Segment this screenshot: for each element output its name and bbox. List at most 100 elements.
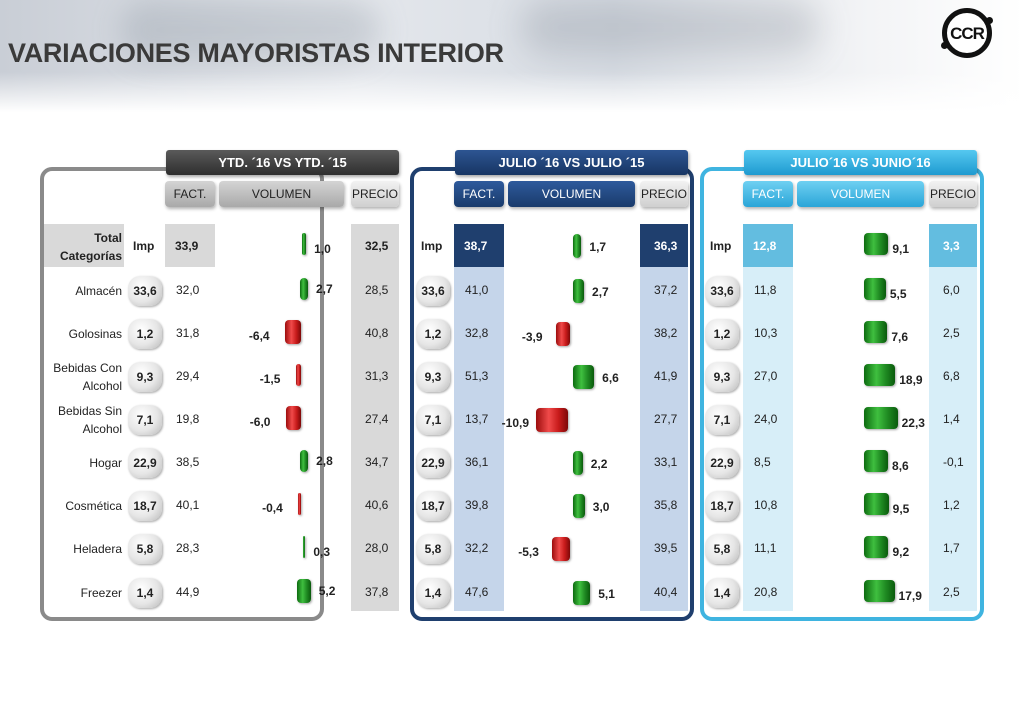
volumen-bar (864, 493, 889, 515)
precio-value: 31,3 (365, 369, 389, 383)
volumen-bar (573, 279, 585, 303)
total-precio-value: 3,3 (943, 239, 960, 253)
category-label: Heladera (73, 542, 122, 556)
volumen-bar (552, 537, 570, 561)
volumen-bar (573, 451, 583, 475)
precio-value: 28,5 (365, 283, 389, 297)
volumen-bar (864, 536, 889, 558)
fact-value: 19,8 (176, 412, 200, 426)
volumen-label: 9,1 (892, 242, 910, 256)
precio-value: 35,8 (654, 498, 678, 512)
category-label: Hogar (89, 456, 122, 470)
volumen-bar (297, 579, 311, 603)
fact-value: 29,4 (176, 369, 200, 383)
imp-badge: 9,3 (705, 362, 739, 392)
imp-badge: 22,9 (705, 448, 739, 478)
precio-value: 1,2 (943, 498, 960, 512)
volumen-label: 9,5 (892, 502, 910, 516)
volumen-label: 9,2 (892, 545, 910, 559)
imp-badge: 5,8 (705, 534, 739, 564)
volumen-label: 0,3 (313, 545, 331, 559)
volumen-label: 7,6 (891, 330, 908, 344)
precio-value: 41,9 (654, 369, 678, 383)
imp-badge: 1,4 (705, 578, 739, 608)
volumen-label: 1,7 (589, 240, 607, 254)
header-banner (0, 0, 1024, 112)
volumen-label: 3,0 (592, 500, 610, 514)
volumen-bar (298, 492, 301, 516)
volumen-label: -3,9 (521, 330, 543, 344)
column-header-volumen: VOLUMEN (219, 181, 344, 207)
imp-badge: 33,6 (416, 276, 450, 306)
fact-column-band (743, 224, 793, 611)
precio-value: 33,1 (654, 455, 678, 469)
fact-value: 39,8 (465, 498, 489, 512)
volumen-bar (864, 407, 898, 429)
column-header-precio: PRECIO (640, 181, 688, 207)
category-label: Freezer (80, 586, 122, 600)
precio-value: 6,0 (943, 283, 960, 297)
fact-value: 40,1 (176, 498, 200, 512)
panel-title: YTD. ´16 VS YTD. ´15 (166, 150, 399, 175)
fact-value: 11,8 (754, 283, 777, 297)
volumen-label: 8,6 (892, 459, 909, 473)
total-precio-cell (640, 224, 688, 267)
total-precio-cell (929, 224, 977, 267)
volumen-bar (864, 364, 896, 386)
imp-badge: 9,3 (128, 362, 162, 392)
column-header-precio: PRECIO (929, 181, 977, 207)
imp-badge: 1,2 (705, 319, 739, 349)
volumen-label: 2,2 (590, 457, 608, 471)
precio-value: 37,8 (365, 585, 389, 599)
category-label: Bebidas Con Alcohol (53, 361, 122, 393)
fact-value: 28,3 (176, 541, 200, 555)
fact-value: 31,8 (176, 326, 200, 340)
volumen-label: 5,1 (598, 587, 615, 601)
imp-badge: 7,1 (705, 405, 739, 435)
precio-value: 40,6 (365, 498, 389, 512)
volumen-bar (300, 277, 308, 301)
volumen-bar (573, 365, 595, 389)
volumen-label: 5,5 (889, 287, 907, 301)
total-fact-value: 12,8 (753, 239, 777, 253)
volumen-label: -6,4 (248, 329, 270, 343)
precio-column-band (640, 224, 688, 611)
volumen-label: -10,9 (501, 416, 530, 430)
imp-badge: 1,2 (128, 319, 162, 349)
total-fact-cell (743, 224, 793, 267)
precio-value: 34,7 (365, 455, 389, 469)
precio-value: 38,2 (654, 326, 678, 340)
volumen-bar (573, 234, 582, 258)
volumen-bar (864, 450, 889, 472)
column-header-volumen: VOLUMEN (797, 181, 924, 207)
fact-value: 36,1 (465, 455, 489, 469)
volumen-bar (299, 449, 309, 473)
volumen-label: 5,2 (318, 584, 336, 598)
imp-badge: 18,7 (128, 491, 162, 521)
imp-badge: 5,8 (128, 534, 162, 564)
precio-value: 27,4 (365, 412, 389, 426)
imp-badge: 7,1 (416, 405, 450, 435)
volumen-bar (302, 535, 306, 559)
precio-value: -0,1 (943, 455, 964, 469)
category-label: Almacén (75, 284, 122, 298)
volumen-label: 2,7 (315, 282, 333, 296)
precio-value: 1,4 (943, 412, 960, 426)
volumen-bar (301, 232, 307, 256)
precio-value: 39,5 (654, 541, 678, 555)
imp-badge: 22,9 (416, 448, 450, 478)
fact-value: 13,7 (465, 412, 489, 426)
fact-value: 24,0 (754, 412, 778, 426)
total-fact-cell (454, 224, 504, 267)
imp-badge: 1,2 (416, 319, 450, 349)
column-header-fact: FACT. (454, 181, 504, 207)
precio-value: 2,5 (943, 326, 960, 340)
fact-value: 32,8 (465, 326, 489, 340)
precio-value: 28,0 (365, 541, 389, 555)
volumen-label: -6,0 (249, 415, 271, 429)
volumen-bar (864, 233, 889, 255)
volumen-bar (285, 406, 301, 430)
total-precio-cell (351, 224, 399, 267)
precio-value: 6,8 (943, 369, 960, 383)
category-label: Golosinas (68, 327, 122, 341)
